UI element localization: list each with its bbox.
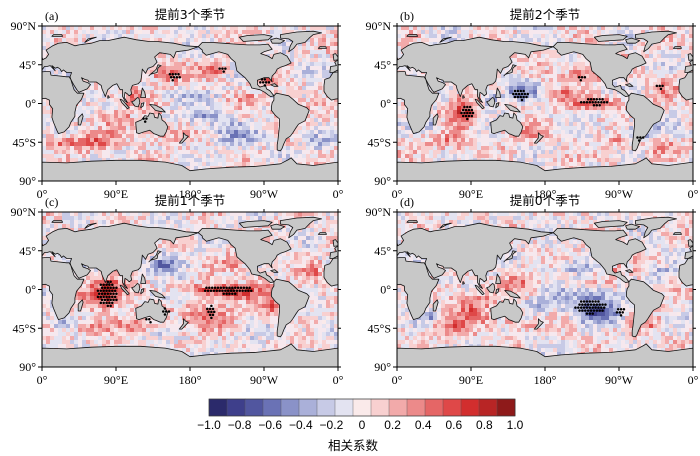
panel-a: 0° 90°E 180° 90°W 0° 90°N 45° 0° 45°S 90° (a) 提前3个季…: [11, 7, 344, 201]
lat-tick-label: 90°N: [366, 205, 392, 219]
lon-tick-label: 90°E: [459, 373, 483, 387]
lat-tick-label: 90°N: [11, 205, 37, 219]
colorbar-swatch: [334, 398, 354, 417]
colorbar-swatch: [244, 398, 264, 417]
panel-tag: (a): [45, 9, 58, 23]
lat-tick-label: 90°: [19, 360, 36, 374]
lat-tick-label: 45°S: [13, 321, 36, 335]
colorbar-label: 相关系数: [328, 438, 379, 453]
lat-tick-label: 45°S: [13, 135, 36, 149]
lat-tick-label: 45°: [374, 244, 391, 258]
colorbar-tick-label: 0.6: [445, 418, 462, 432]
colorbar-tick-label: 0.2: [384, 418, 401, 432]
lon-tick-label: 0°: [688, 373, 699, 387]
colorbar-tick-label: 0.4: [415, 418, 432, 432]
lon-tick-label: 90°W: [605, 187, 634, 201]
significance-dots: [96, 280, 253, 324]
land: [42, 216, 338, 367]
colorbar-swatch: [262, 398, 282, 417]
colorbar-swatch: [226, 398, 246, 417]
panel-title: 提前3个季节: [155, 7, 225, 22]
lat-tick-label: 90°: [374, 174, 391, 188]
colorbar-swatch: [424, 398, 444, 417]
colorbar-swatch: [316, 398, 336, 417]
lat-tick-label: 90°: [374, 360, 391, 374]
colorbar-swatch: [280, 398, 300, 417]
colorbar-swatch: [298, 398, 318, 417]
lon-tick-label: 90°E: [104, 373, 128, 387]
lon-tick-label: 0°: [688, 187, 699, 201]
lon-tick-label: 90°W: [250, 373, 279, 387]
colorbar-tick-label: −0.8: [228, 418, 252, 432]
lon-tick-label: 0°: [333, 373, 344, 387]
panel-title: 提前2个季节: [510, 7, 580, 22]
colorbar-tick-label: 0.8: [476, 418, 493, 432]
colorbar-swatch: [208, 398, 228, 417]
lon-tick-label: 180°: [534, 187, 557, 201]
panel-tag: (b): [400, 9, 414, 23]
correlation-map-a: [42, 26, 338, 181]
lat-tick-label: 90°N: [11, 19, 37, 33]
colorbar-swatch: [460, 398, 480, 417]
correlation-map-c: [42, 212, 338, 367]
lat-tick-label: 90°: [19, 174, 36, 188]
land: [397, 216, 693, 367]
lat-tick-label: 45°S: [368, 135, 391, 149]
colorbar-swatch: [388, 398, 408, 417]
lon-tick-label: 0°: [392, 187, 403, 201]
lon-tick-label: 90°W: [605, 373, 634, 387]
lat-tick-label: 0°: [380, 97, 391, 111]
colorbar-tick-label: −0.2: [320, 418, 344, 432]
colorbar-swatches: [208, 398, 516, 417]
lon-tick-label: 90°E: [104, 187, 128, 201]
lat-tick-label: 0°: [25, 283, 36, 297]
lon-tick-label: 180°: [179, 187, 202, 201]
lat-tick-label: 90°N: [366, 19, 392, 33]
colorbar-swatch: [442, 398, 462, 417]
correlation-map-d: [397, 212, 693, 367]
lon-tick-label: 0°: [37, 373, 48, 387]
lon-tick-label: 0°: [392, 373, 403, 387]
colorbar-tick-label: −0.4: [289, 418, 313, 432]
significance-dots: [142, 67, 271, 123]
lat-tick-label: 45°: [19, 244, 36, 258]
lat-tick-label: 0°: [25, 97, 36, 111]
colorbar-swatch: [370, 398, 390, 417]
lat-tick-label: 0°: [380, 283, 391, 297]
panel-title: 提前1个季节: [155, 193, 225, 208]
panel-c: 0° 90°E 180° 90°W 0° 90°N 45° 0° 45°S 90° (c) 提前1个季…: [11, 193, 344, 387]
lon-tick-label: 180°: [179, 373, 202, 387]
land: [42, 30, 338, 181]
colorbar-tick-label: −0.6: [258, 418, 282, 432]
colorbar-ticks: −1.0 −0.8 −0.6 −0.4 −0.2 0 0.2 0.4 0.6 0.8 1.0: [197, 418, 524, 432]
lat-tick-label: 45°: [374, 58, 391, 72]
colorbar-tick-label: 1.0: [507, 418, 524, 432]
panel-tag: (d): [400, 195, 414, 209]
land: [397, 30, 693, 181]
lon-tick-label: 0°: [333, 187, 344, 201]
colorbar: −1.0 −0.8 −0.6 −0.4 −0.2 0 0.2 0.4 0.6 0.8 1.0 相关系…: [197, 398, 524, 453]
colorbar-swatch: [406, 398, 426, 417]
colorbar-tick-label: 0: [359, 418, 366, 432]
lat-tick-label: 45°S: [368, 321, 391, 335]
lon-tick-label: 180°: [534, 373, 557, 387]
lat-tick-label: 45°: [19, 58, 36, 72]
correlation-map-b: [397, 26, 693, 181]
colorbar-swatch: [352, 398, 372, 417]
significance-dots: [460, 75, 664, 142]
lon-tick-label: 90°E: [459, 187, 483, 201]
colorbar-swatch: [496, 398, 516, 417]
panel-tag: (c): [45, 195, 58, 209]
colorbar-tick-label: −1.0: [197, 418, 221, 432]
panel-d: 0° 90°E 180° 90°W 0° 90°N 45° 0° 45°S 90° (d) 提前0个季…: [366, 193, 699, 387]
lon-tick-label: 90°W: [250, 187, 279, 201]
panel-b: 0° 90°E 180° 90°W 0° 90°N 45° 0° 45°S 90° (b) 提前2个季…: [366, 7, 699, 201]
panel-title: 提前0个季节: [510, 193, 580, 208]
colorbar-swatch: [478, 398, 498, 417]
significance-dots: [574, 300, 626, 317]
lon-tick-label: 0°: [37, 187, 48, 201]
